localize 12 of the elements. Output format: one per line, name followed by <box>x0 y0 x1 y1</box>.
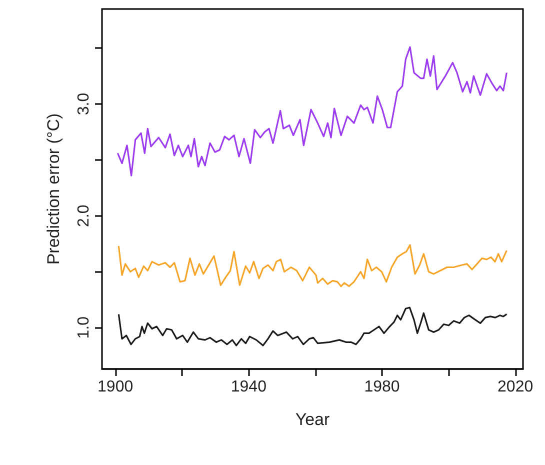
line-series <box>118 306 508 346</box>
x-tick-label: 1900 <box>98 378 134 396</box>
x-axis-title: Year <box>295 410 330 429</box>
line-series <box>116 46 508 176</box>
line-series <box>118 244 508 288</box>
y-tick-label: 2.0 <box>76 204 92 227</box>
y-tick-label: 1.0 <box>76 316 92 339</box>
x-tick-label: 2020 <box>498 378 534 396</box>
y-tick-label: 3.0 <box>76 92 92 116</box>
x-tick-label: 1940 <box>230 378 267 396</box>
y-axis-title: Prediction error (°C) <box>44 113 63 265</box>
x-tick-label: 1980 <box>364 378 400 396</box>
